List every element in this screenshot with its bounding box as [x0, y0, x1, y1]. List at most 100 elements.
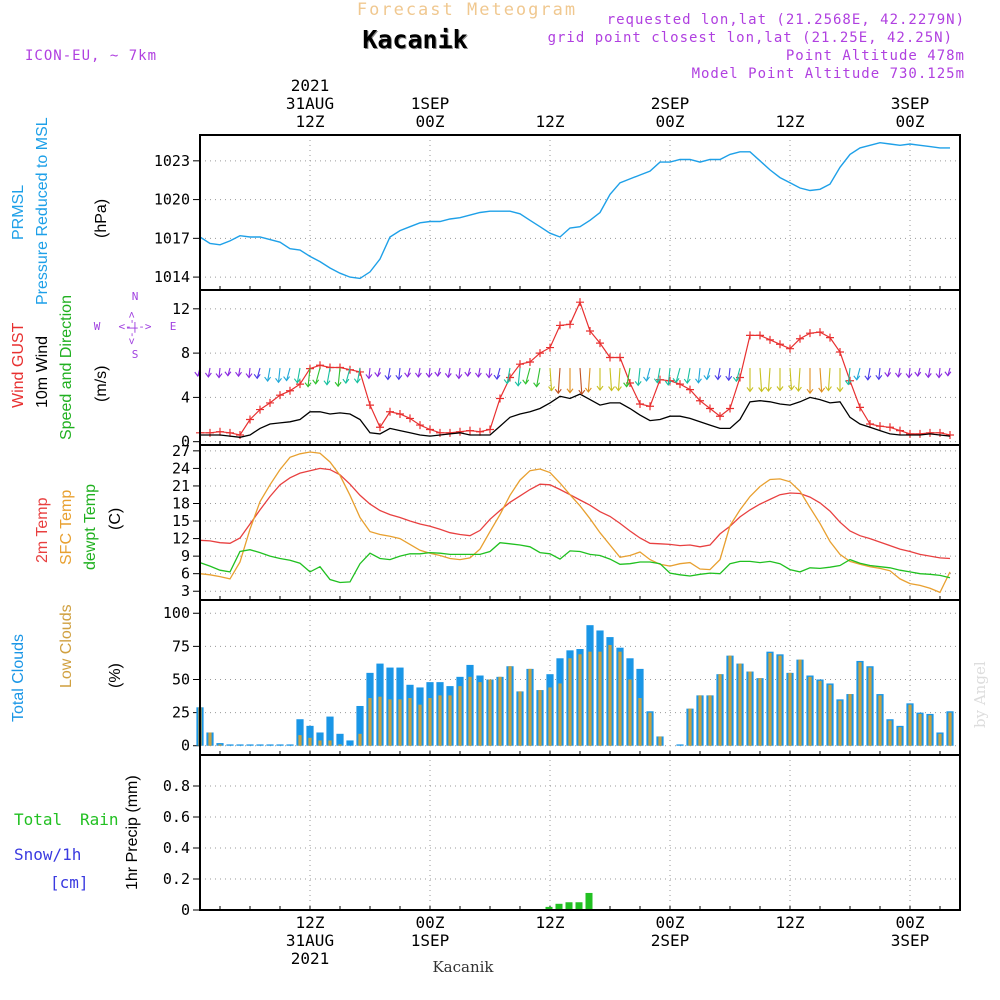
rain-bar	[545, 906, 553, 910]
gridpoint-lonlat: grid point closest lon,lat (21.25E, 42.2…	[548, 30, 953, 46]
total-cloud-bar	[236, 744, 244, 746]
wind-arrow	[536, 367, 541, 387]
top-time-label: 2021	[291, 76, 330, 95]
low-cloud-bar	[468, 676, 472, 746]
low-cloud-bar	[848, 694, 852, 746]
low-cloud-bar	[858, 662, 862, 746]
wind-arrow	[697, 367, 701, 383]
temperature-ytick-label: 21	[172, 477, 190, 495]
low-cloud-bar	[688, 708, 692, 746]
gust-point	[766, 335, 774, 344]
gust-point	[466, 426, 474, 435]
wind-arrowhead	[253, 373, 261, 380]
wind-arrowhead	[434, 371, 442, 378]
wind-arrow	[675, 367, 681, 383]
low-cloud-bar	[708, 695, 712, 746]
low-cloud-bar	[908, 704, 912, 746]
pressure-ytick-label: 1017	[154, 229, 190, 247]
low-cloud-bar	[298, 735, 302, 746]
wind-arrowhead	[275, 378, 282, 384]
low-cloud-bar	[308, 737, 312, 746]
rain-bar	[575, 902, 583, 910]
gust-point	[646, 402, 654, 411]
wind-arrow	[345, 367, 351, 384]
low-cloud-bar	[588, 651, 592, 746]
wind-arrowhead	[672, 378, 680, 384]
low-cloud-bar	[948, 712, 952, 746]
low-cloud-bar	[538, 690, 542, 746]
wind-arrowhead	[323, 380, 331, 386]
wind-arrowhead	[342, 378, 350, 385]
cloud-ytick-label: 100	[163, 604, 190, 622]
station-title: Kacanik	[362, 25, 467, 54]
gust-line	[200, 300, 951, 436]
point-altitude: Point Altitude 478m	[786, 48, 965, 64]
gust-point	[286, 386, 294, 395]
top-time-label: 12Z	[776, 112, 805, 131]
low-cloud-bar	[828, 684, 832, 746]
low-cloud-bar	[648, 712, 652, 746]
gust-point	[616, 353, 624, 362]
precip-snow-unit-label: [cm]	[50, 873, 89, 892]
gust-point	[416, 421, 424, 430]
gust-point	[746, 331, 754, 340]
compass-n: N	[132, 290, 139, 303]
gust-point	[256, 405, 264, 414]
wind-arrow	[827, 367, 831, 391]
total-cloud-bar	[256, 744, 264, 746]
wind-arrow	[407, 367, 411, 377]
gust-point	[786, 344, 794, 353]
temperature-labels: 2m Temp SFC Temp dewpt Temp (C)	[34, 484, 124, 570]
bottom-time-label: 00Z	[656, 913, 685, 932]
wind-arrow	[218, 367, 221, 378]
low-cloud-bar	[378, 696, 382, 746]
compass-s: S	[132, 348, 139, 361]
wind-arrowhead	[714, 375, 722, 381]
gust-point	[536, 349, 544, 358]
wind-arrowhead	[215, 373, 223, 379]
total-cloud-bar	[336, 733, 344, 746]
wind-arrowhead	[474, 372, 482, 378]
low-cloud-bar	[838, 700, 842, 746]
wind-arrowhead	[293, 378, 301, 384]
wind-arrow	[819, 367, 823, 392]
wind-arrowhead	[853, 375, 861, 381]
low-cloud-bar	[768, 652, 772, 746]
wind-arrowhead	[653, 378, 661, 384]
total-cloud-bar	[316, 732, 324, 746]
wind-ytick-label: 0	[181, 433, 190, 451]
gust-point	[756, 331, 764, 340]
low-cloud-bar	[518, 691, 522, 746]
wind-arrowhead	[825, 386, 832, 392]
wind-arrowhead	[464, 371, 472, 378]
wind-arrowhead	[312, 379, 320, 385]
wind-arrowhead	[514, 381, 522, 387]
low-cloud-bar	[868, 667, 872, 746]
wind-arrowhead	[732, 376, 740, 383]
prmsl-desc-label: Pressure Reduced to MSL	[34, 117, 51, 305]
wind-arrow	[307, 367, 311, 387]
wind-arrowhead	[608, 386, 615, 392]
low-cloud-bar	[898, 727, 902, 746]
cloud-panel: 0 25 50 75 100	[163, 599, 961, 756]
gust-point	[266, 398, 274, 407]
wind-arrowhead	[533, 382, 541, 388]
gust-point	[896, 426, 904, 435]
gust-point	[566, 320, 574, 329]
pressure-ytick-label: 1014	[154, 268, 190, 286]
wind-arrow	[856, 367, 861, 380]
low-cloud-bar	[658, 736, 662, 746]
wind-compass: N S W E <-|-> <-|->	[94, 290, 177, 361]
low-cloud-bar	[928, 715, 932, 746]
wind-arrowhead	[224, 371, 232, 377]
low-cloud-bar	[478, 682, 482, 746]
wind-unit-label: (m/s)	[93, 366, 110, 402]
wind-arrowhead	[414, 372, 422, 378]
wind-arrowhead	[264, 376, 272, 382]
gust-point	[856, 403, 864, 412]
compass-arrows-v: <-|->	[125, 311, 138, 344]
top-time-label: 31AUG	[286, 94, 334, 113]
wind-ytick-label: 8	[181, 344, 190, 362]
wind-line	[200, 393, 951, 438]
